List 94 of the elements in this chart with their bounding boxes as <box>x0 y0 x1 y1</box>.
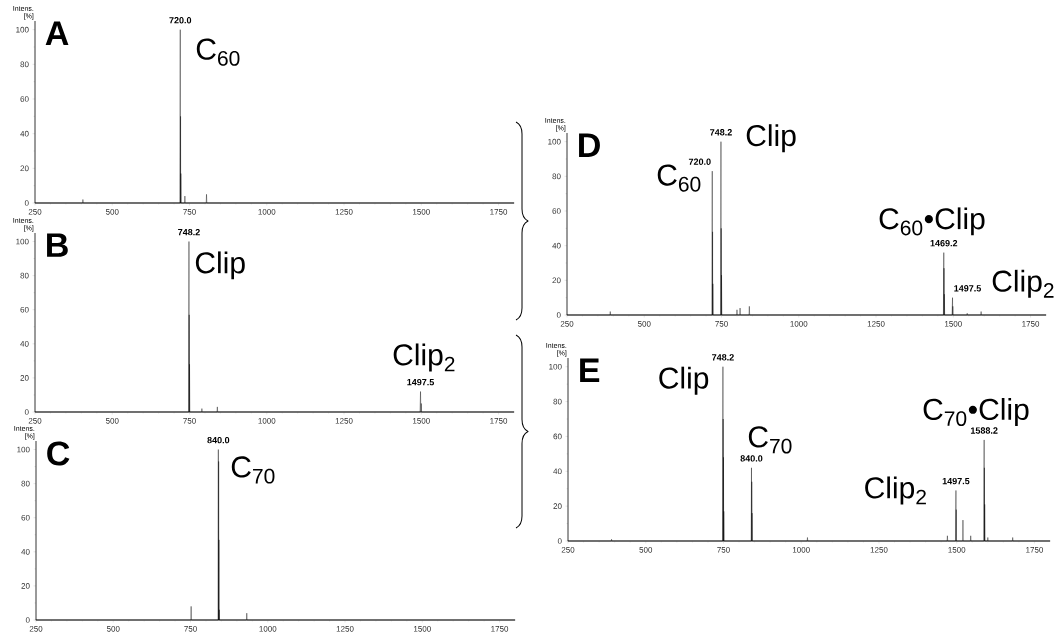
annotation: 1497.5 <box>942 477 970 485</box>
x-tick-label: 250 <box>28 209 42 215</box>
y-tick-label: 100 <box>16 238 29 245</box>
x-tick-label: 250 <box>29 626 43 632</box>
annotation: Clip <box>659 366 709 395</box>
y-tick-label: 40 <box>552 242 561 249</box>
y-tick-label: 60 <box>20 306 29 313</box>
annotation: C$_{70}$•Clip <box>923 398 1029 427</box>
y-tick-label: 20 <box>20 165 29 172</box>
annotation: 720.0 <box>169 17 192 24</box>
x-tick-label: 500 <box>637 321 651 327</box>
y-tick-label: 80 <box>21 480 30 487</box>
x-tick-label: 250 <box>560 321 574 327</box>
x-tick-label: 1500 <box>945 321 962 327</box>
y-tick-label: 20 <box>553 503 562 509</box>
x-tick-label: 500 <box>106 626 120 632</box>
y-tick-label: 80 <box>20 272 29 279</box>
x-tick-label: 1750 <box>1022 321 1040 327</box>
x-tick-label: 1750 <box>490 418 508 424</box>
y-tick-label: 80 <box>553 398 562 405</box>
chart-title: D <box>579 133 600 157</box>
annotation: 720.0 <box>688 158 711 165</box>
annotation: C$_{70}$ <box>748 426 792 454</box>
x-tick-label: 500 <box>105 209 119 215</box>
x-tick-label: 1000 <box>259 626 277 632</box>
x-tick-label: 1250 <box>867 321 885 327</box>
y-tick-label: 40 <box>20 130 29 137</box>
y-tick-label: 100 <box>548 138 561 145</box>
x-tick-label: 1500 <box>948 547 966 553</box>
x-tick-label: 500 <box>105 418 119 424</box>
y-tick-label: 0 <box>24 200 29 206</box>
x-tick-label: 750 <box>184 626 197 632</box>
x-tick-label: 1000 <box>790 321 808 327</box>
x-tick-label: 750 <box>715 321 728 327</box>
annotation: C$_{60}$ <box>196 38 240 66</box>
x-tick-label: 1500 <box>413 209 430 215</box>
x-tick-label: 750 <box>183 209 196 215</box>
annotation: 748.2 <box>710 129 732 136</box>
annotation: Clip$_{2}$ <box>865 476 926 505</box>
y-tick-label: 60 <box>21 514 30 521</box>
x-tick-label: 1750 <box>1026 547 1044 553</box>
annotation: C$_{60}$ <box>657 164 701 192</box>
x-tick-label: 1500 <box>413 418 430 424</box>
annotation: C$_{60}$•Clip <box>879 207 985 236</box>
y-tick-label: 0 <box>557 538 562 544</box>
x-tick-label: 1000 <box>258 418 276 424</box>
y-tick-label: 0 <box>556 312 561 318</box>
x-tick-label: 1500 <box>414 626 431 632</box>
x-tick-label: 1250 <box>870 547 888 553</box>
y-tick-label: 60 <box>20 96 29 102</box>
y-tick-label: 20 <box>552 277 561 284</box>
annotation: 748.2 <box>712 354 734 361</box>
x-tick-label: 1250 <box>335 418 353 424</box>
chart-title: C <box>47 441 70 466</box>
chart-title: A <box>45 21 69 45</box>
chart-title: E <box>580 358 600 382</box>
y-tick-label: 100 <box>17 446 30 453</box>
x-tick-label: 500 <box>639 547 653 553</box>
chart-title: B <box>47 233 68 257</box>
y-tick-label: 0 <box>24 409 29 415</box>
y-tick-label: 40 <box>21 548 30 555</box>
x-tick-label: 750 <box>183 418 196 424</box>
annotation: 1497.5 <box>954 285 981 292</box>
y-tick-label: 80 <box>20 61 29 68</box>
x-tick-label: 1250 <box>336 626 354 632</box>
x-tick-label: 1000 <box>258 209 276 215</box>
y-tick-label: 80 <box>552 173 561 180</box>
y-tick-label: 20 <box>20 375 29 381</box>
x-tick-label: 250 <box>561 547 575 553</box>
annotation: Clip <box>195 251 245 280</box>
annotation: 840.0 <box>207 436 230 444</box>
x-tick-label: 1000 <box>792 547 810 553</box>
annotation: 1497.5 <box>407 378 435 386</box>
y-tick-label: 40 <box>553 468 562 475</box>
y-tick-label: 60 <box>553 433 562 440</box>
annotation: C$_{70}$ <box>231 456 275 484</box>
annotation: 1469.2 <box>930 240 958 247</box>
annotation: 1588.2 <box>970 427 998 434</box>
annotation: Clip$_{2}$ <box>393 343 455 372</box>
y-tick-label: 100 <box>549 363 562 370</box>
y-tick-label: 20 <box>21 583 30 589</box>
x-tick-label: 1750 <box>490 209 508 215</box>
y-tick-label: 100 <box>16 26 29 33</box>
x-tick-label: 1250 <box>335 209 353 215</box>
y-tick-label: 0 <box>25 617 30 623</box>
annotation: Clip <box>746 124 796 153</box>
x-tick-label: 750 <box>717 547 730 553</box>
y-tick-label: 40 <box>20 340 29 347</box>
annotation: Clip$_{2}$ <box>992 269 1054 298</box>
y-tick-label: 60 <box>552 208 561 214</box>
x-tick-label: 250 <box>28 418 42 424</box>
x-tick-label: 1750 <box>491 626 509 632</box>
annotation: 840.0 <box>740 455 763 462</box>
annotation: 748.2 <box>178 228 200 236</box>
